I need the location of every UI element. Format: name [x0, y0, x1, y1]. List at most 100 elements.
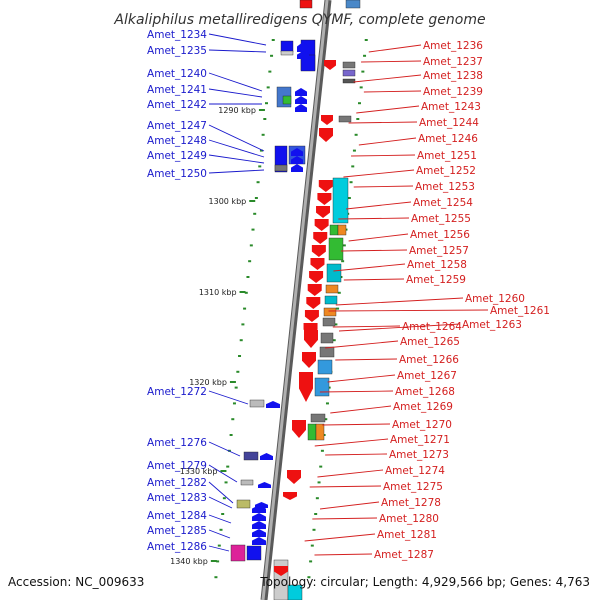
leader-line	[330, 405, 392, 414]
leader-line	[348, 121, 418, 124]
reverse-gene-feature	[295, 104, 307, 112]
right-gene-label: Amet_1287	[374, 549, 434, 561]
forward-gene-feature	[309, 271, 324, 283]
leader-line	[208, 496, 233, 509]
rna-feature	[307, 423, 317, 441]
rna-feature	[315, 423, 325, 441]
forward-gene-feature	[292, 420, 306, 438]
leader-line	[363, 90, 422, 93]
leader-line	[208, 88, 263, 98]
leader-line	[208, 464, 238, 483]
reverse-gene-feature	[260, 453, 273, 460]
rna-feature	[282, 95, 292, 105]
leader-line	[343, 278, 405, 281]
right-gene-label: Amet_1264	[402, 321, 462, 333]
forward-gene-feature	[311, 245, 326, 257]
leader-line	[358, 137, 417, 146]
leader-line	[208, 33, 267, 46]
leader-line	[208, 139, 265, 158]
right-gene-label: Amet_1246	[418, 133, 478, 145]
left-gene-label: Amet_1241	[147, 84, 207, 96]
reverse-gene-feature	[246, 545, 262, 561]
forward-gene-feature	[314, 219, 329, 231]
leader-line	[343, 169, 415, 178]
leader-line	[208, 72, 263, 92]
accession-text: Accession: NC_009633	[8, 575, 144, 589]
misc-feature	[240, 479, 254, 486]
right-gene-label: Amet_1253	[415, 181, 475, 193]
leader-line	[361, 60, 422, 63]
left-gene-label: Amet_1249	[147, 150, 207, 162]
reverse-gene-feature	[252, 537, 266, 545]
position-label: 1290 kbp	[218, 106, 256, 115]
forward-gene-feature	[342, 69, 356, 77]
rna-feature	[328, 237, 344, 261]
leader-line	[335, 297, 464, 306]
reverse-gene-feature	[258, 482, 271, 488]
right-gene-label: Amet_1259	[406, 274, 466, 286]
gene-labels: Amet_1234 Amet_1235 Amet_1240 Amet_1241 Amet…	[147, 29, 550, 561]
forward-gene-feature	[307, 284, 322, 296]
right-gene-label: Amet_1238	[423, 70, 483, 82]
position-label: 1330 kbp	[180, 467, 218, 476]
position-label: 1300 kbp	[209, 197, 247, 206]
left-gene-label: Amet_1242	[147, 99, 207, 111]
left-gene-label: Amet_1286	[147, 541, 207, 553]
leader-line	[338, 323, 461, 332]
right-gene-label: Amet_1281	[377, 529, 437, 541]
leader-line	[319, 390, 394, 393]
misc-feature	[320, 332, 334, 344]
genome-backbone	[260, 0, 332, 600]
leader-line	[208, 529, 231, 539]
leader-line	[327, 374, 396, 383]
right-gene-label: Amet_1237	[423, 56, 483, 68]
leader-line	[332, 325, 401, 328]
rna-feature	[326, 263, 342, 283]
leader-line	[208, 390, 249, 405]
forward-gene-feature	[274, 566, 288, 576]
right-gene-label: Amet_1236	[423, 40, 483, 52]
right-gene-label: Amet_1270	[392, 419, 452, 431]
right-gene-label: Amet_1278	[381, 497, 441, 509]
reverse-gene-feature	[295, 88, 307, 96]
misc-feature	[342, 61, 356, 69]
left-gene-label: Amet_1234	[147, 29, 207, 41]
leader-line	[348, 233, 409, 242]
leader-line	[351, 154, 416, 157]
rna-feature	[324, 295, 338, 305]
leader-line	[356, 105, 420, 114]
leader-line	[353, 185, 414, 188]
leader-line	[338, 217, 410, 220]
misc-feature	[249, 399, 265, 408]
rna-feature	[337, 224, 347, 236]
forward-gene-feature	[321, 115, 333, 125]
position-labels: 1290 kbp 1300 kbp 1310 kbp 1320 kbp 1330 kbp…	[170, 106, 265, 566]
right-gene-label: Amet_1267	[397, 370, 457, 382]
reverse-gene-feature	[252, 513, 266, 521]
misc-feature	[236, 499, 251, 509]
forward-gene-feature	[316, 206, 331, 218]
leader-line	[208, 124, 265, 152]
reverse-gene-feature	[295, 96, 307, 104]
forward-gene-feature	[324, 60, 336, 70]
leader-line	[314, 438, 389, 447]
left-gene-label: Amet_1285	[147, 525, 207, 537]
rna-feature	[287, 584, 303, 600]
leader-line	[208, 514, 232, 524]
forward-gene-feature	[317, 193, 332, 205]
right-gene-label: Amet_1269	[393, 401, 453, 413]
leader-line	[208, 441, 241, 457]
misc-feature	[338, 115, 352, 123]
rna-feature	[329, 224, 339, 236]
leader-line	[353, 74, 422, 83]
misc-feature	[342, 78, 356, 84]
position-label: 1310 kbp	[199, 288, 237, 297]
forward-gene-feature	[306, 297, 321, 309]
misc-feature	[319, 346, 335, 358]
right-gene-label: Amet_1265	[400, 336, 460, 348]
right-gene-label: Amet_1243	[421, 101, 481, 113]
forward-gene-feature	[319, 128, 333, 142]
forward-gene-feature	[299, 0, 313, 9]
left-gene-label: Amet_1250	[147, 168, 207, 180]
